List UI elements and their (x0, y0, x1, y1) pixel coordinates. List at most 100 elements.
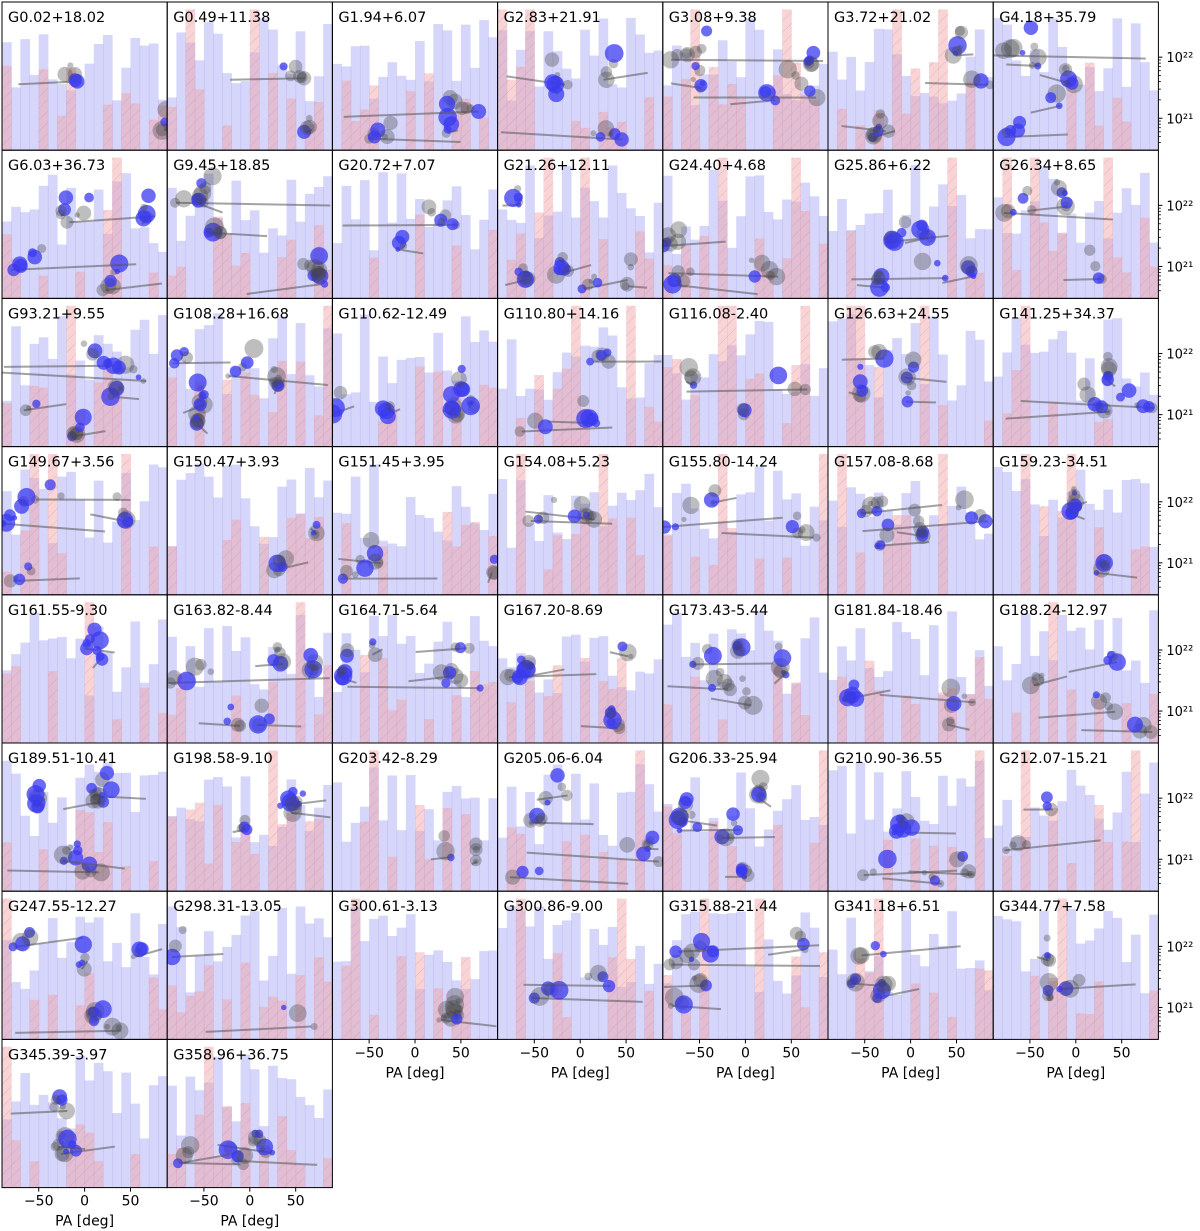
hist-bar (350, 476, 361, 595)
hist-bar (653, 811, 663, 892)
marker-blue (679, 792, 694, 806)
hist-bar (369, 615, 379, 743)
panel: G110.80+14.16 (497, 297, 664, 448)
hatch-bar (782, 422, 792, 447)
hatch-bar (451, 1011, 462, 1040)
marker-blue (442, 666, 457, 680)
hist-bar (314, 1117, 324, 1188)
hist-bar (616, 492, 627, 595)
hist-bar (644, 673, 655, 743)
hist-bar (635, 945, 645, 1040)
panel-title: G198.58-9.10 (173, 751, 273, 767)
marker-blue (199, 390, 209, 400)
hist-bar (699, 680, 710, 743)
hist-bar (1011, 233, 1022, 299)
hatch-bar (314, 516, 324, 595)
panel-title: G9.45+18.85 (173, 158, 270, 174)
marker-blue (1042, 985, 1054, 996)
hist-bar (84, 63, 95, 151)
hist-bar (20, 385, 31, 447)
hatch-bar (176, 1147, 187, 1188)
marker-blue (597, 971, 609, 983)
x-axis-label: PA [deg] (716, 1065, 775, 1081)
hatch-bar (727, 83, 737, 151)
marker-gray (960, 868, 970, 878)
hist-bar (708, 354, 719, 447)
marker-blue (1092, 691, 1100, 699)
marker-blue (99, 765, 115, 781)
marker-blue (933, 259, 941, 267)
hist-bar (763, 211, 774, 299)
marker-gray (881, 124, 896, 138)
hist-bar (240, 81, 251, 151)
marker-blue (256, 1138, 274, 1156)
hist-bar (837, 974, 847, 1040)
hist-bar (1149, 762, 1159, 892)
hist-bar (1020, 210, 1031, 299)
hist-bar (809, 395, 820, 447)
hist-bar (231, 180, 242, 299)
marker-blue (135, 942, 149, 956)
hatch-bar (580, 834, 590, 892)
marker-gray (669, 233, 687, 250)
marker-gray (682, 496, 700, 514)
marker-blue (446, 218, 459, 231)
marker-gray (621, 282, 630, 291)
hist-bar (424, 226, 434, 299)
y-tick-label: 10²¹ (1166, 260, 1193, 275)
panel: G9.45+18.85 (166, 149, 333, 299)
hist-bar (139, 956, 150, 1040)
marker-blue (203, 222, 223, 242)
hist-bar (1103, 68, 1114, 151)
marker-gray (963, 70, 981, 88)
hatch-bar (167, 985, 177, 1040)
hatch-bar (717, 104, 728, 151)
hist-bar (782, 799, 792, 892)
hist-bar (497, 388, 508, 447)
hist-bar (993, 376, 1003, 447)
hatch-bar (350, 898, 361, 1040)
panel: G181.84-18.46 (827, 594, 994, 744)
marker-gray (85, 793, 101, 809)
hatch-bar (873, 690, 884, 743)
marker-blue (880, 950, 887, 958)
marker-blue (223, 717, 231, 726)
hist-bar (717, 842, 728, 892)
hist-bar (1048, 18, 1058, 151)
marker-blue (104, 274, 117, 288)
marker-blue (877, 978, 887, 988)
hist-bar (974, 539, 985, 595)
marker-gray (270, 365, 278, 374)
hist-bar (93, 480, 104, 595)
marker-blue (84, 192, 94, 203)
hist-bar (938, 184, 948, 299)
hist-bar (754, 612, 765, 743)
marker-blue (189, 416, 204, 431)
marker-gray (182, 1146, 195, 1159)
marker-gray (748, 257, 755, 263)
hist-bar (616, 792, 627, 892)
marker-gray (1100, 358, 1118, 376)
hatch-bar (460, 98, 471, 151)
marker-blue (732, 825, 744, 836)
marker-gray (767, 267, 786, 286)
hatch-bar (387, 856, 398, 892)
hatch-bar (763, 270, 774, 299)
hist-bar (1149, 546, 1159, 595)
marker-blue (529, 807, 545, 824)
marker-gray (473, 858, 479, 865)
marker-blue (848, 679, 860, 691)
hatch-bar (662, 96, 673, 151)
hist-bar (883, 992, 893, 1040)
marker-gray (1038, 672, 1045, 679)
hist-bar (203, 779, 214, 892)
hist-bar (1075, 785, 1086, 892)
hist-bar (213, 1056, 223, 1188)
hist-bar (864, 819, 875, 892)
track-line (23, 403, 67, 412)
marker-gray (90, 794, 101, 805)
hist-bar (800, 638, 811, 743)
hist-bar (424, 809, 434, 892)
marker-gray (1043, 934, 1051, 942)
